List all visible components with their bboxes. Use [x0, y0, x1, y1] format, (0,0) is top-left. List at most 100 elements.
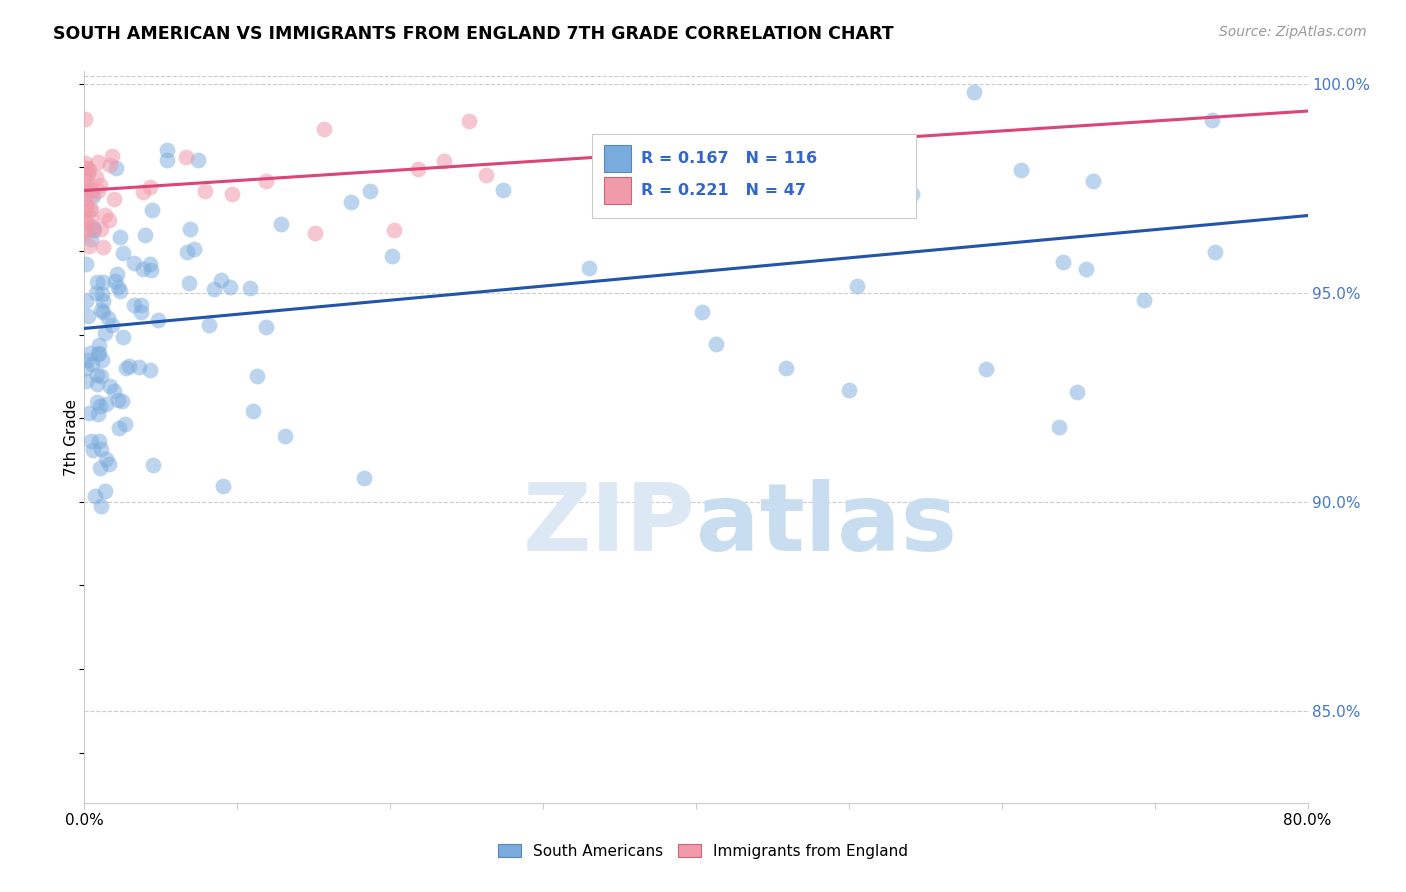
Point [75, 215, 97, 229]
Point [80, 357, 103, 371]
Point [77, 309, 100, 323]
Point [1083, 174, 1105, 188]
Point [187, 153, 209, 168]
Point [98, 158, 121, 172]
Point [1010, 162, 1032, 177]
Point [82, 443, 104, 458]
Point [90, 368, 112, 383]
Point [79, 203, 101, 218]
Point [146, 312, 169, 326]
Point [132, 186, 155, 200]
Point [115, 361, 138, 376]
Point [211, 479, 233, 493]
Point [246, 369, 269, 384]
Point [578, 261, 600, 276]
Point [79, 406, 101, 420]
Point [86, 395, 108, 409]
Point [75, 178, 97, 192]
Point [141, 202, 163, 217]
Point [87, 407, 110, 421]
Point [141, 458, 163, 473]
Point [475, 168, 498, 182]
Point [254, 174, 277, 188]
Point [91, 293, 114, 308]
Point [75, 257, 97, 271]
Point [107, 393, 129, 408]
Point [93, 275, 115, 289]
Point [87, 185, 110, 199]
Point [156, 143, 179, 157]
Point [139, 179, 162, 194]
Point [458, 114, 481, 128]
Point [846, 279, 869, 293]
Point [103, 192, 125, 206]
Point [406, 162, 429, 177]
Point [118, 359, 141, 374]
Point [179, 221, 201, 235]
Point [77, 239, 100, 253]
Point [1052, 255, 1074, 269]
Point [103, 384, 125, 398]
Point [97, 457, 120, 471]
Point [270, 217, 292, 231]
Point [86, 376, 108, 391]
Point [382, 223, 405, 237]
Point [79, 232, 101, 246]
Point [97, 311, 120, 326]
Point [176, 150, 198, 164]
Point [339, 194, 361, 209]
Point [83, 489, 105, 503]
Point [645, 194, 668, 208]
Point [900, 186, 922, 201]
Point [838, 384, 860, 398]
Point [86, 368, 108, 383]
Point [75, 213, 97, 227]
Point [104, 274, 127, 288]
Point [86, 285, 108, 300]
Point [359, 184, 381, 198]
Text: R = 0.167   N = 116: R = 0.167 N = 116 [641, 151, 817, 166]
Point [353, 471, 375, 485]
Point [110, 393, 132, 408]
Point [75, 374, 97, 388]
Point [87, 338, 110, 352]
Point [254, 320, 277, 334]
Point [242, 404, 264, 418]
Point [77, 162, 100, 177]
Point [89, 178, 111, 193]
Point [82, 222, 104, 236]
Point [202, 282, 225, 296]
Bar [605, 145, 631, 172]
Text: SOUTH AMERICAN VS IMMIGRANTS FROM ENGLAND 7TH GRADE CORRELATION CHART: SOUTH AMERICAN VS IMMIGRANTS FROM ENGLAN… [53, 25, 894, 43]
Point [79, 346, 101, 360]
Point [86, 346, 108, 360]
Point [82, 220, 104, 235]
Point [89, 346, 111, 360]
Point [110, 229, 132, 244]
Point [124, 297, 146, 311]
Point [108, 284, 131, 298]
Point [91, 353, 114, 368]
Point [974, 361, 997, 376]
Y-axis label: 7th Grade: 7th Grade [63, 399, 79, 475]
Point [381, 249, 404, 263]
Point [75, 189, 97, 203]
Text: atlas: atlas [696, 479, 957, 571]
Point [654, 175, 676, 189]
Point [96, 397, 118, 411]
Point [492, 183, 515, 197]
Point [93, 305, 115, 319]
Point [90, 500, 112, 514]
Legend: South Americans, Immigrants from England: South Americans, Immigrants from England [492, 838, 914, 864]
Point [75, 156, 97, 170]
Point [83, 223, 105, 237]
Point [239, 281, 262, 295]
Point [75, 161, 97, 175]
Point [209, 273, 232, 287]
Point [89, 400, 111, 414]
Point [304, 226, 326, 240]
Point [111, 330, 134, 344]
Point [1133, 293, 1156, 307]
Point [179, 276, 201, 290]
Point [90, 286, 112, 301]
